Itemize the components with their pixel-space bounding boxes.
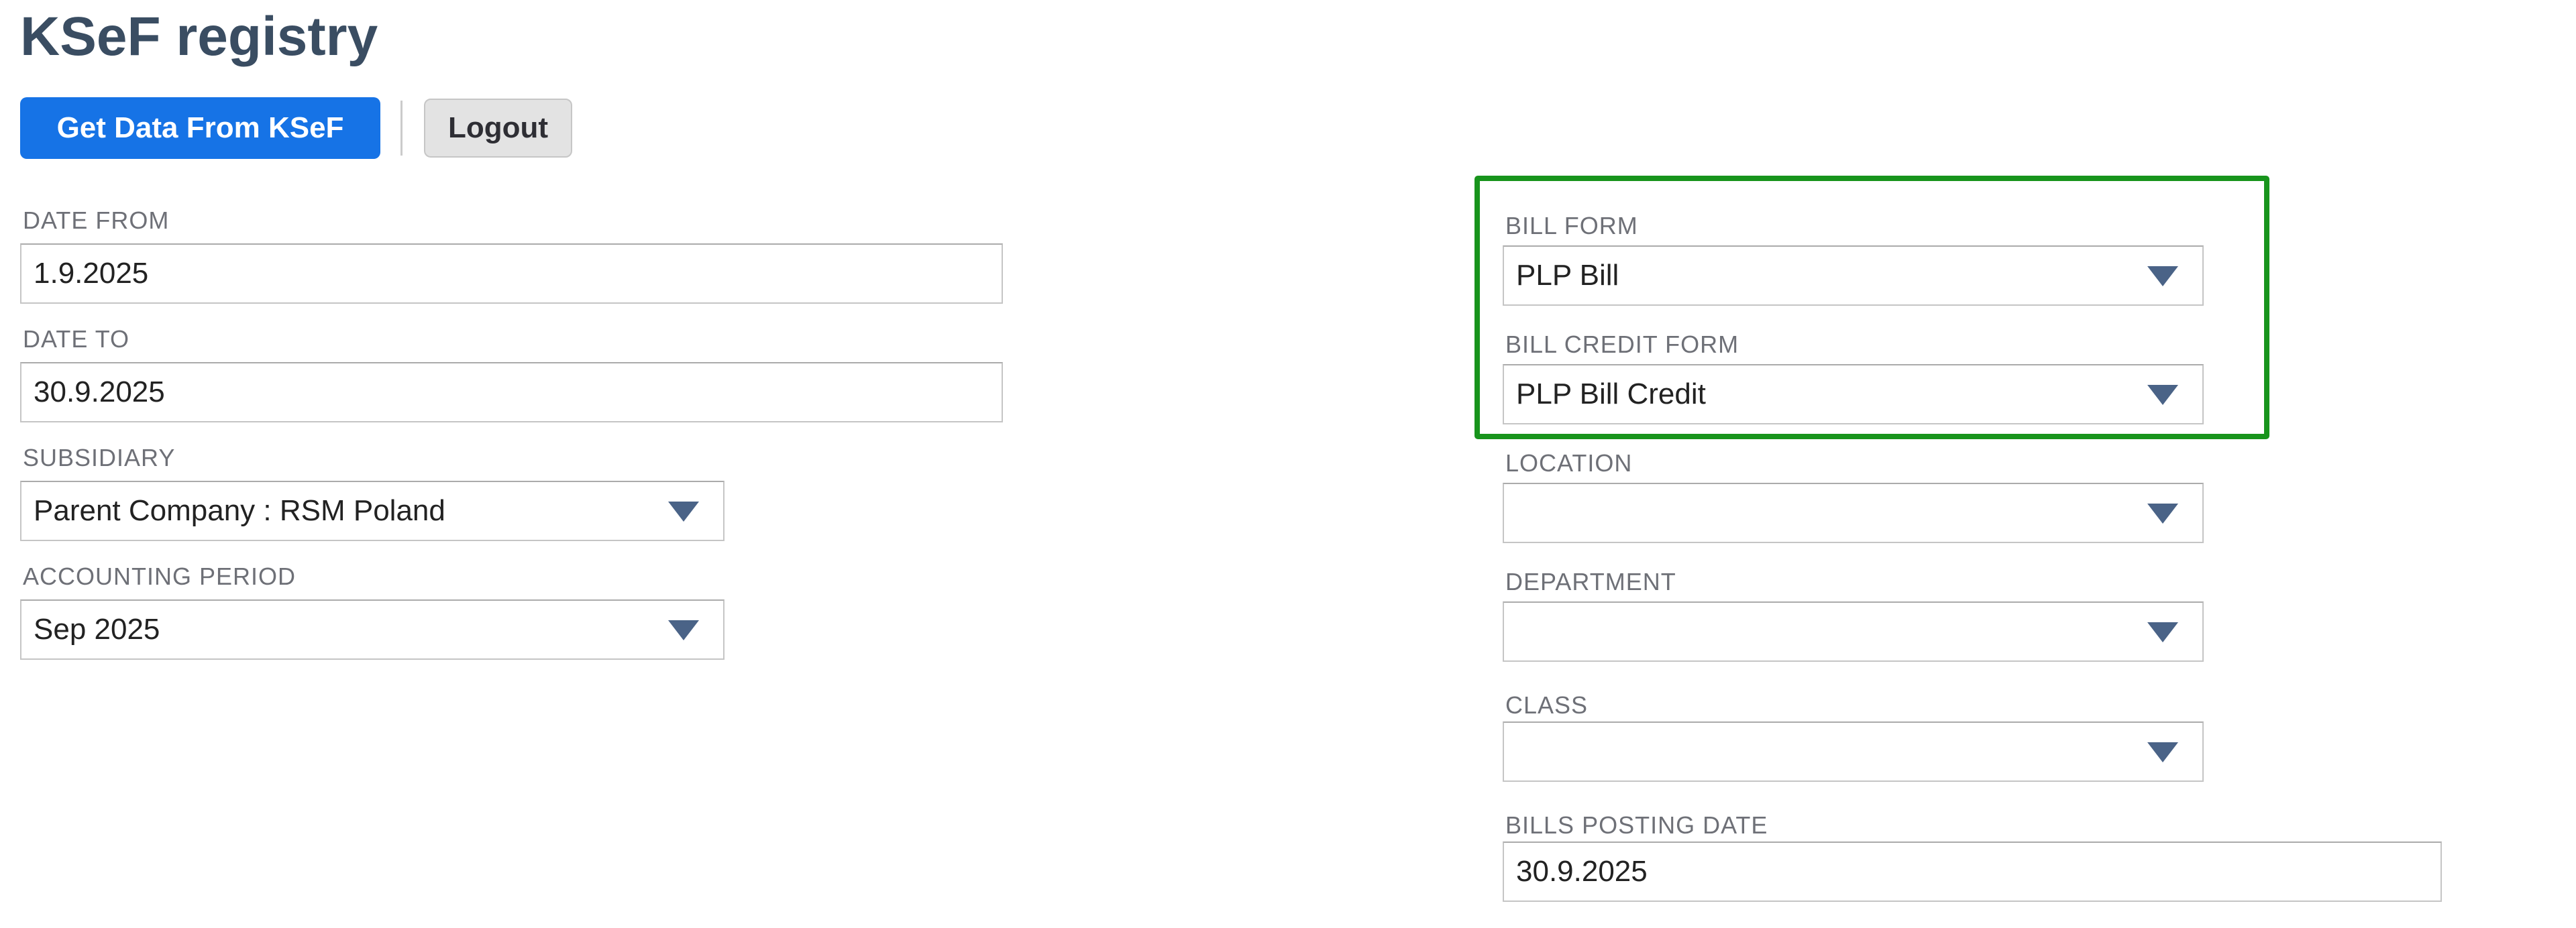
accounting-period-select[interactable]: Sep 2025 [20, 599, 724, 660]
department-select[interactable] [1503, 601, 2204, 662]
logout-button[interactable]: Logout [424, 99, 572, 158]
toolbar-divider [400, 101, 402, 156]
date-to-input[interactable] [20, 362, 1003, 422]
bill-form-selected-value: PLP Bill [1516, 259, 1619, 292]
location-label: LOCATION [1505, 449, 1633, 477]
accounting-period-label: ACCOUNTING PERIOD [23, 563, 297, 590]
chevron-down-icon [668, 620, 699, 640]
page-title: KSeF registry [20, 6, 378, 67]
chevron-down-icon [2147, 622, 2178, 642]
date-from-input[interactable] [20, 243, 1003, 304]
subsidiary-label: SUBSIDIARY [23, 444, 176, 471]
chevron-down-icon [2147, 742, 2178, 762]
chevron-down-icon [668, 502, 699, 522]
bills-posting-date-input[interactable] [1503, 842, 2442, 902]
class-select[interactable] [1503, 721, 2204, 782]
bill-form-label: BILL FORM [1505, 212, 1638, 239]
chevron-down-icon [2147, 504, 2178, 524]
chevron-down-icon [2147, 266, 2178, 286]
bill-credit-form-select[interactable]: PLP Bill Credit [1503, 364, 2204, 424]
bill-credit-form-selected-value: PLP Bill Credit [1516, 378, 1706, 410]
class-label: CLASS [1505, 691, 1589, 719]
bill-form-select[interactable]: PLP Bill [1503, 245, 2204, 306]
chevron-down-icon [2147, 385, 2178, 405]
department-label: DEPARTMENT [1505, 568, 1676, 595]
date-to-label: DATE TO [23, 325, 130, 353]
date-from-label: DATE FROM [23, 207, 170, 234]
location-select[interactable] [1503, 483, 2204, 543]
accounting-period-selected-value: Sep 2025 [34, 613, 160, 646]
bill-credit-form-label: BILL CREDIT FORM [1505, 331, 1739, 358]
get-data-from-ksef-button[interactable]: Get Data From KSeF [20, 97, 380, 159]
subsidiary-selected-value: Parent Company : RSM Poland [34, 494, 445, 527]
bills-posting-date-label: BILLS POSTING DATE [1505, 811, 1768, 839]
subsidiary-select[interactable]: Parent Company : RSM Poland [20, 481, 724, 541]
